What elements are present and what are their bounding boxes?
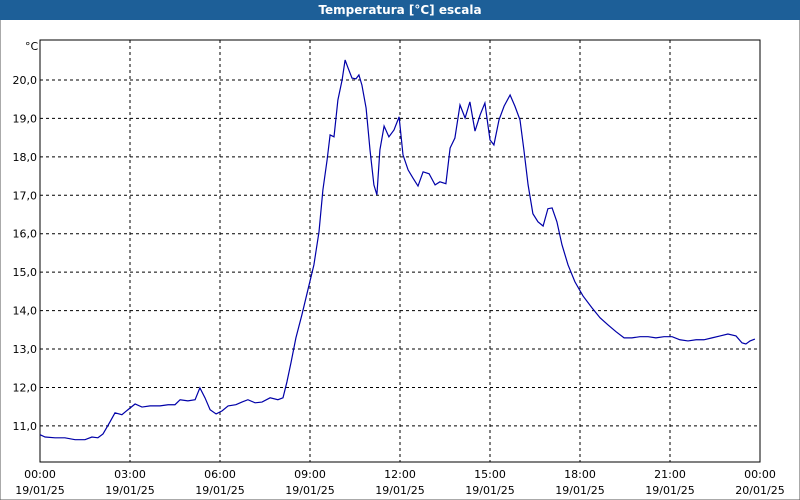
y-tick-label: 11,0 xyxy=(13,420,38,433)
x-tick-date: 19/01/25 xyxy=(195,484,244,497)
x-tick-label: 15:00 xyxy=(474,468,506,481)
x-tick-label: 18:00 xyxy=(564,468,596,481)
y-tick-label: 14,0 xyxy=(13,305,38,318)
y-tick-label: 12,0 xyxy=(13,381,38,394)
title-bar xyxy=(0,0,800,20)
x-tick-date: 20/01/25 xyxy=(735,484,784,497)
x-tick-date: 19/01/25 xyxy=(555,484,604,497)
x-tick-label: 12:00 xyxy=(384,468,416,481)
y-tick-label: 13,0 xyxy=(13,343,38,356)
x-tick-date: 19/01/25 xyxy=(645,484,694,497)
y-unit: °C xyxy=(25,40,39,53)
x-tick-date: 19/01/25 xyxy=(465,484,514,497)
y-tick-label: 20,0 xyxy=(13,74,38,87)
y-tick-label: 15,0 xyxy=(13,266,38,279)
y-tick-label: 17,0 xyxy=(13,189,38,202)
x-tick-date: 19/01/25 xyxy=(285,484,334,497)
x-tick-label: 00:00 xyxy=(744,468,776,481)
x-tick-label: 00:00 xyxy=(24,468,56,481)
x-tick-date: 19/01/25 xyxy=(15,484,64,497)
x-tick-date: 19/01/25 xyxy=(105,484,154,497)
x-tick-date: 19/01/25 xyxy=(375,484,424,497)
data-line xyxy=(39,59,756,441)
x-tick-label: 09:00 xyxy=(294,468,326,481)
x-tick-label: 21:00 xyxy=(654,468,686,481)
y-tick-label: 18,0 xyxy=(13,151,38,164)
y-tick-label: 16,0 xyxy=(13,228,38,241)
x-tick-label: 03:00 xyxy=(114,468,146,481)
chart-title: Temperatura [°C] escala xyxy=(318,3,481,17)
y-tick-label: 19,0 xyxy=(13,112,38,125)
x-tick-label: 06:00 xyxy=(204,468,236,481)
